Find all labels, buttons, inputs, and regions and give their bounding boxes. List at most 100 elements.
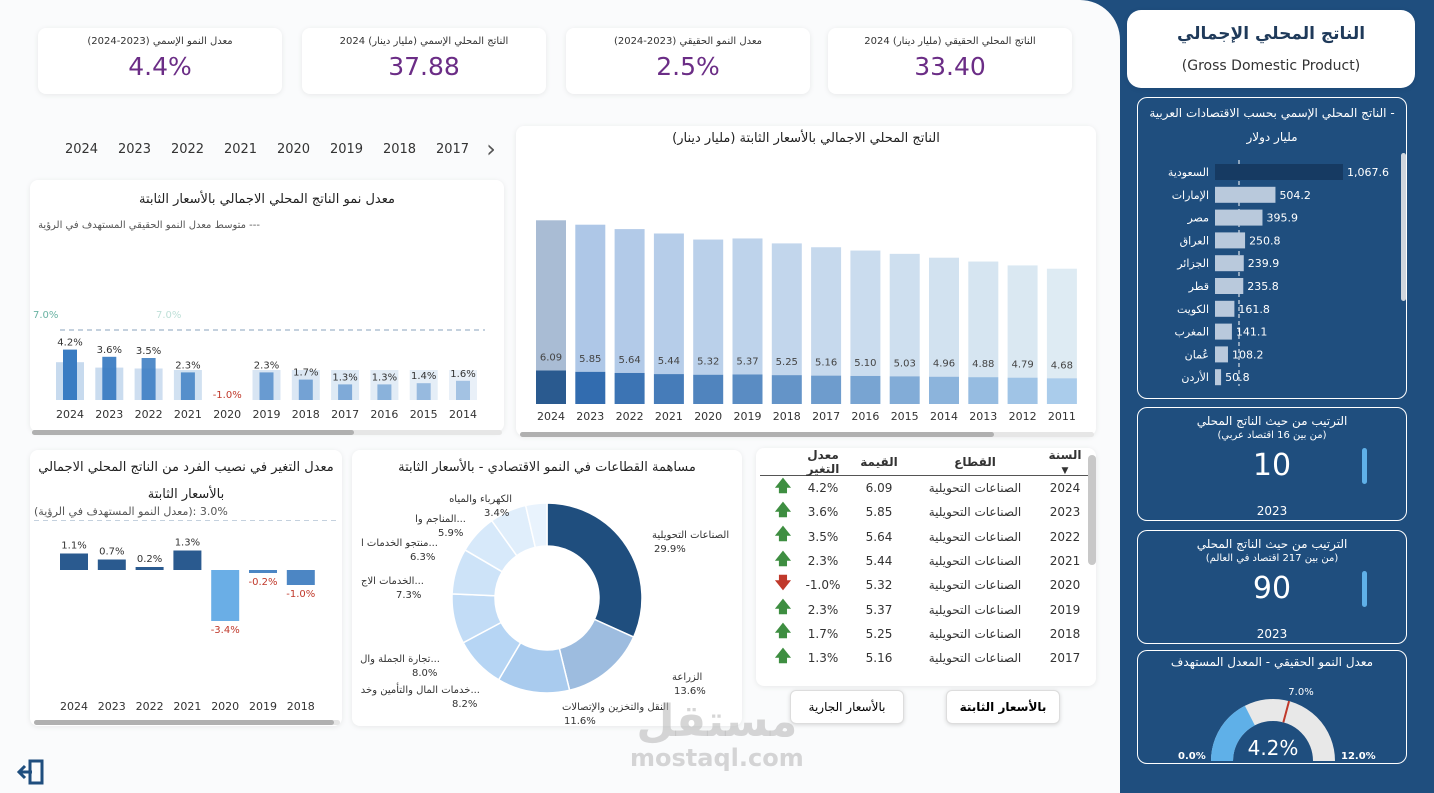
gdp-bar-total	[1046, 268, 1077, 379]
sector-cell: الصناعات التحويلية	[928, 578, 1022, 593]
year-cell: 2023	[1049, 505, 1081, 520]
year-option[interactable]: 2021	[223, 141, 258, 157]
gdp-bar-manufacturing	[1046, 378, 1077, 404]
arab-value-label: 504.2	[1279, 189, 1311, 202]
growth-data-label: 1.7%	[293, 368, 318, 379]
arrow-up-icon: 🡅	[774, 597, 792, 617]
sector-cell: الصناعات التحويلية	[928, 651, 1022, 666]
table-row[interactable]: 2019 الصناعات التحويلية 5.37 2.3% 🡅	[760, 597, 1090, 621]
donut-category-label: المناجم وا...	[415, 514, 466, 525]
percap-bar-chart: 1.1% 2024 0.7% 2023 0.2% 2022 1.3% 2021 -3.4% 202…	[34, 520, 336, 713]
table-row[interactable]: 2023 الصناعات التحويلية 5.85 3.6% 🡅	[760, 500, 1090, 524]
growth-data-label: 1.3%	[332, 372, 357, 383]
growth-data-label: 1.4%	[411, 371, 436, 382]
donut-value-label: 13.6%	[674, 686, 706, 697]
percap-bar	[249, 570, 277, 573]
exit-icon[interactable]	[16, 757, 46, 787]
arab-value-label: 250.8	[1249, 234, 1281, 247]
table-row[interactable]: 2024 الصناعات التحويلية 6.09 4.2% 🡅	[760, 476, 1090, 500]
rank-arab-title: الترتيب من حيث الناتج المحلي	[1196, 414, 1348, 428]
rank-arab-value: 10	[1252, 448, 1292, 483]
x-tick-label: 2020	[694, 410, 722, 423]
arrow-up-icon: 🡅	[774, 645, 792, 665]
value-cell: 5.44	[865, 554, 893, 569]
year-option[interactable]: 2019	[329, 141, 364, 157]
page-subtitle: (Gross Domestic Product)	[1181, 58, 1361, 74]
donut-category-label: تجارة الجملة وال...	[360, 654, 440, 665]
year-option[interactable]: 2022	[170, 141, 205, 157]
gdp-chart-title: الناتج المحلي الاجمالي بالأسعار الثابتة …	[672, 131, 940, 146]
arab-bar	[1215, 232, 1246, 249]
value-cell: 5.16	[865, 651, 893, 666]
year-option[interactable]: 2017	[435, 141, 470, 157]
gdp-data-label: 5.03	[894, 358, 916, 369]
donut-category-label: الخدمات الاج...	[361, 576, 424, 587]
year-option[interactable]: 2023	[117, 141, 152, 157]
current-prices-button[interactable]: بالأسعار الجارية	[790, 690, 904, 724]
arab-value-label: 395.9	[1266, 212, 1298, 225]
growth-data-label: 3.6%	[97, 345, 122, 356]
gdp-data-label: 4.88	[972, 359, 994, 370]
rate-cell: 4.2%	[807, 481, 839, 496]
gdp-scrollbar[interactable]	[520, 432, 994, 437]
rank-world-sub: (من بين 217 اقتصاد في العالم)	[1205, 553, 1339, 564]
arab-chart-unit: مليار دولار	[1246, 130, 1298, 144]
x-tick-label: 2020	[211, 700, 239, 713]
header-rate[interactable]: معدل التغير	[806, 447, 840, 476]
header-year[interactable]: السنة ▼	[1048, 447, 1082, 476]
growth-scrollbar[interactable]	[32, 430, 354, 435]
arab-chart-title: - الناتج المحلي الإسمي بحسب الاقتصادات ا…	[1149, 106, 1395, 120]
gdp-bar-total	[732, 238, 763, 375]
year-option[interactable]: 2020	[276, 141, 311, 157]
x-tick-label: 2023	[576, 410, 604, 423]
table-row[interactable]: 2018 الصناعات التحويلية 5.25 1.7% 🡅	[760, 621, 1090, 646]
percap-data-label: -0.2%	[248, 577, 277, 588]
rate-cell: 2.3%	[807, 602, 839, 617]
arab-country-label: الإمارات	[1172, 189, 1209, 202]
gdp-data-label: 5.25	[776, 357, 798, 368]
arab-bar	[1215, 255, 1244, 272]
donut-value-label: 8.2%	[452, 699, 477, 710]
year-option[interactable]: 2018	[382, 141, 417, 157]
gdp-data-label: 4.79	[1011, 360, 1033, 371]
table-row[interactable]: 2017 الصناعات التحويلية 5.16 1.3% 🡅	[760, 646, 1090, 670]
constant-prices-button[interactable]: بالأسعار الثابتة	[946, 690, 1060, 724]
gdp-bar-total	[889, 253, 920, 377]
growth-gauge: 7.0% 4.2% 0.0% 12.0%	[1178, 687, 1376, 762]
x-tick-label: 2022	[616, 410, 644, 423]
header-value[interactable]: القيمة	[860, 454, 898, 469]
gdp-data-label: 5.32	[697, 357, 719, 368]
x-tick-label: 2021	[173, 700, 201, 713]
gdp-bar-manufacturing	[614, 372, 645, 404]
rank-world-card: الترتيب من حيث الناتج المحلي (من بين 217…	[1137, 530, 1407, 644]
table-row[interactable]: 2022 الصناعات التحويلية 5.64 3.5% 🡅	[760, 524, 1090, 549]
chevron-right-icon[interactable]: ›	[486, 135, 496, 163]
x-tick-label: 2016	[370, 408, 398, 421]
kpi-value: 4.4%	[128, 52, 192, 81]
donut-value-label: 7.3%	[396, 590, 421, 601]
table-row[interactable]: 2020 الصناعات التحويلية 5.32 -1.0% 🡇	[760, 573, 1090, 597]
header-sector[interactable]: القطاع	[954, 454, 996, 469]
main-canvas: الناتج المحلي الحقيقي (مليار دينار) 2024…	[0, 0, 1120, 793]
gdp-bar-total	[614, 229, 645, 373]
percap-scrollbar[interactable]	[34, 720, 334, 725]
arab-country-label: الأردن	[1181, 370, 1209, 384]
growth-bar	[338, 384, 353, 400]
arab-scrollbar[interactable]	[1401, 153, 1406, 301]
donut-value-label: 3.4%	[484, 508, 509, 519]
table-row[interactable]: 2021 الصناعات التحويلية 5.44 2.3% 🡅	[760, 549, 1090, 573]
percap-data-label: 1.1%	[61, 541, 86, 552]
arab-bar	[1215, 209, 1263, 226]
arab-country-label: عُمان	[1185, 348, 1209, 361]
growth-data-label: 4.2%	[57, 338, 82, 349]
table-scrollbar[interactable]	[1088, 455, 1096, 565]
percap-data-label: 0.2%	[137, 554, 162, 565]
rank-indicator	[1362, 571, 1367, 607]
gdp-bar-manufacturing	[732, 374, 763, 404]
arrow-up-icon: 🡅	[774, 499, 792, 519]
arab-country-label: الكويت	[1177, 303, 1209, 316]
arab-bar	[1215, 323, 1232, 340]
arab-country-label: الجزائر	[1176, 257, 1209, 270]
year-option[interactable]: 2024	[64, 141, 99, 157]
value-cell: 5.64	[865, 529, 893, 544]
